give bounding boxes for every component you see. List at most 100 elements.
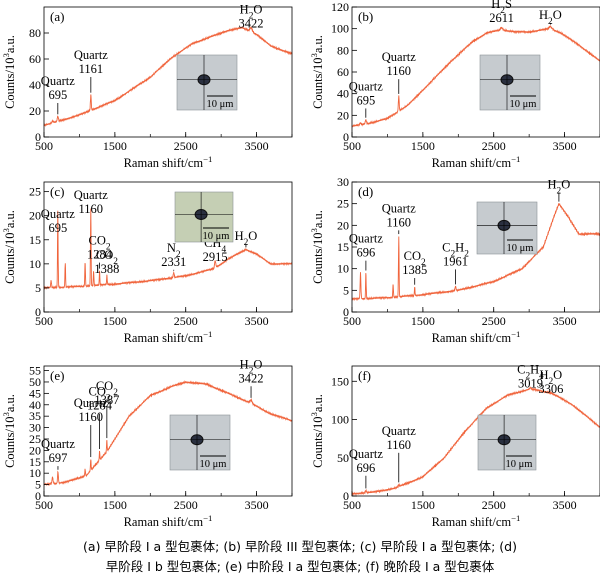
inclusion-photo-inset: 10 μm (476, 201, 538, 255)
annotation-text: CO2 (89, 385, 111, 404)
annotation-text: H2S (491, 0, 512, 16)
annotation-text: 695 (48, 88, 67, 102)
annotation-text: 1160 (386, 215, 411, 229)
y-axis-label: Counts/103a.u. (309, 210, 325, 284)
figure-caption-line-2: 早阶段 Ⅰ b 型包裹体; (e) 中阶段 Ⅰ a 型包裹体; (f) 晚阶段 … (105, 559, 495, 574)
annotation-text: Quartz (382, 201, 416, 215)
y-tick-label: 100 (331, 22, 349, 36)
y-axis-label: Counts/103a.u. (309, 394, 325, 468)
inclusion-photo-inset: 10 μm (479, 54, 541, 111)
y-tick-label: 80 (337, 43, 349, 57)
annotation-text: 1160 (78, 202, 103, 216)
annotation-text: 3422 (239, 371, 264, 385)
annotation-text: Quartz (382, 424, 416, 438)
annotation-text: 3019 (518, 377, 543, 391)
y-tick-label: 40 (29, 78, 41, 92)
y-tick-label: 10 (29, 466, 41, 480)
panel-label: (b) (358, 9, 373, 24)
inclusion-photo-inset: 10 μm (169, 414, 231, 471)
annotation-text: N2 (167, 241, 181, 260)
spectrum-line (43, 208, 293, 290)
y-tick-label: 5 (343, 283, 349, 297)
scale-bar-label: 10 μm (507, 243, 534, 254)
annotation-text: Quartz (349, 79, 383, 93)
annotation-text: 3422 (239, 17, 264, 31)
spectrum-line (351, 386, 600, 496)
y-tick-label: 5 (35, 281, 41, 295)
y-tick-label: 35 (29, 409, 41, 423)
annotation-text: 2611 (489, 11, 514, 25)
y-axis-label: Counts/103a.u. (1, 35, 17, 109)
y-tick-label: 0 (343, 489, 349, 503)
annotation-text: 696 (357, 461, 376, 475)
annotation-text: Quartz (349, 447, 383, 461)
panel-label: (e) (50, 368, 64, 383)
annotation-text: 2331 (161, 255, 186, 269)
x-tick-label: 2500 (482, 139, 506, 153)
y-tick-label: 25 (337, 197, 349, 211)
annotation-text: 1284 (87, 248, 113, 262)
x-tick-label: 3500 (245, 314, 269, 328)
x-tick-label: 3500 (245, 498, 269, 512)
y-axis-label: Counts/103a.u. (1, 394, 17, 468)
y-tick-label: 15 (337, 240, 349, 254)
plot-frame (43, 6, 293, 138)
spectrum-line (351, 24, 600, 129)
scale-bar-label: 10 μm (510, 99, 537, 110)
spectrum-line (43, 380, 293, 487)
x-tick-label: 1500 (103, 139, 127, 153)
annotation-text: H2O (539, 8, 562, 27)
annotation-text: Quartz (74, 48, 108, 62)
y-tick-label: 15 (29, 233, 41, 247)
annotation-text: 1387 (94, 393, 119, 407)
annotation-text: 695 (48, 221, 67, 235)
peak-annotation: H2O (548, 178, 570, 202)
x-tick-label: 500 (343, 139, 361, 153)
panel-label: (a) (50, 9, 64, 24)
inclusion-photo-inset: 10 μm (174, 191, 234, 243)
annotation-text: Quartz (349, 232, 383, 246)
peak-annotation: H2O (235, 229, 258, 248)
annotation-text: 1160 (386, 438, 411, 452)
x-tick-label: 3500 (553, 139, 577, 153)
annotation-text: Quartz (41, 74, 75, 88)
scale-bar-label: 10 μm (203, 231, 230, 242)
y-tick-label: 100 (331, 413, 349, 427)
annotation-text: 1160 (78, 410, 103, 424)
x-tick-label: 2500 (174, 139, 198, 153)
y-tick-label: 5 (35, 478, 41, 492)
y-tick-label: 20 (337, 108, 349, 122)
annotation-text: 1284 (87, 399, 113, 413)
annotation-text: CO2 (96, 248, 118, 267)
x-tick-label: 2500 (174, 498, 198, 512)
y-tick-label: 0 (35, 305, 41, 319)
x-axis-label: Raman shift/cm−1 (124, 329, 213, 345)
x-axis-label: Raman shift/cm−1 (124, 513, 213, 529)
panel-label: (c) (50, 184, 64, 199)
y-tick-label: 30 (337, 175, 349, 189)
annotation-text: Quartz (74, 396, 108, 410)
figure-caption-line-1: (a) 早阶段 Ⅰ a 型包裹体; (b) 早阶段 III 型包裹体; (c) … (83, 539, 517, 554)
panel-label: (f) (358, 368, 371, 383)
x-tick-label: 1500 (103, 498, 127, 512)
plot-frame (43, 181, 293, 313)
y-tick-label: 30 (29, 421, 41, 435)
annotation-text: 2915 (203, 250, 228, 264)
x-tick-label: 3500 (245, 139, 269, 153)
y-tick-label: 60 (29, 52, 41, 66)
annotation-text: H2O (240, 357, 263, 376)
peak-annotation: H2O (539, 8, 562, 27)
y-tick-label: 0 (35, 489, 41, 503)
y-tick-label: 150 (331, 374, 349, 388)
